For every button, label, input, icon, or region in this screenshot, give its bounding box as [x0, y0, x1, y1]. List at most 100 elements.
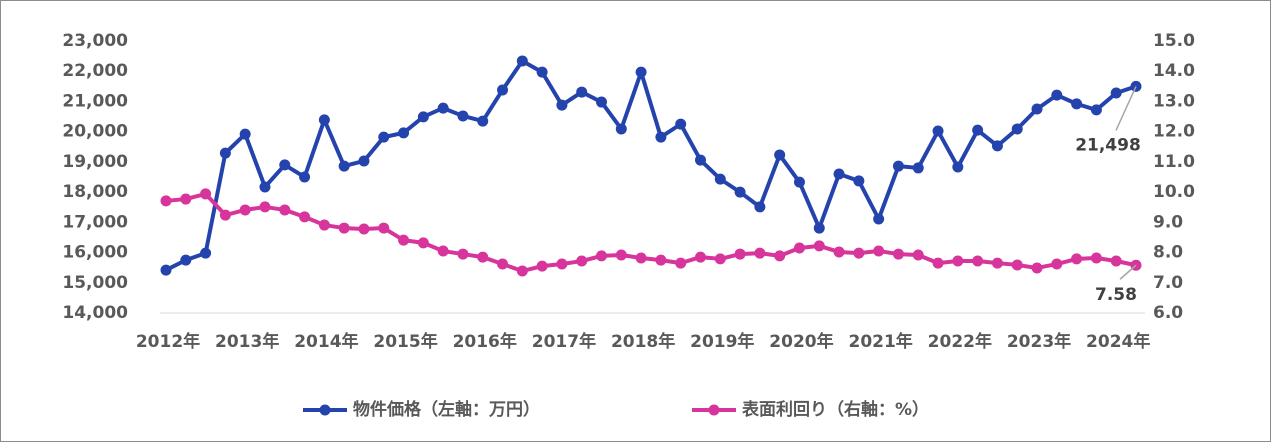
x-tick-label: 2017年	[532, 331, 596, 352]
data-point	[259, 181, 271, 193]
data-point	[1031, 103, 1043, 115]
data-point	[180, 254, 192, 266]
data-point	[952, 161, 964, 173]
data-point	[853, 175, 865, 187]
x-tick-label: 2015年	[373, 331, 437, 352]
data-point	[833, 168, 845, 180]
data-point	[714, 173, 726, 185]
y-tick-label: 17,000	[62, 212, 128, 232]
data-point	[972, 255, 984, 267]
data-point	[398, 127, 410, 139]
data-point	[358, 155, 370, 167]
data-point	[338, 222, 350, 234]
data-point	[516, 265, 528, 277]
data-point	[655, 254, 667, 266]
y2-tick-label: 10.0	[1153, 182, 1195, 202]
y2-tick-label: 6.0	[1153, 303, 1183, 323]
data-point	[675, 257, 687, 269]
data-point	[873, 245, 885, 257]
x-tick-label: 2018年	[611, 331, 675, 352]
data-point	[160, 195, 172, 207]
y2-tick-label: 14.0	[1153, 61, 1195, 81]
data-point	[714, 253, 726, 265]
data-point	[536, 260, 548, 272]
x-tick-label: 2013年	[215, 331, 279, 352]
data-label: 7.58	[1095, 285, 1137, 305]
data-point	[833, 246, 845, 258]
data-point	[437, 102, 449, 114]
data-point	[694, 251, 706, 263]
data-point	[1051, 258, 1063, 270]
x-tick-label: 2020年	[769, 331, 833, 352]
y2-tick-label: 7.0	[1153, 273, 1183, 293]
data-point	[596, 250, 608, 262]
data-point	[299, 171, 311, 183]
data-point	[991, 257, 1003, 269]
data-point	[972, 124, 984, 136]
data-point	[655, 131, 667, 143]
data-point	[497, 258, 509, 270]
y-tick-label: 19,000	[62, 152, 128, 172]
data-point	[1011, 123, 1023, 135]
data-point	[219, 147, 231, 159]
y-tick-label: 14,000	[62, 303, 128, 323]
data-point	[892, 248, 904, 260]
data-point	[1051, 89, 1063, 101]
y2-tick-label: 12.0	[1153, 122, 1195, 142]
y-tick-label: 18,000	[62, 182, 128, 202]
data-point	[754, 247, 766, 259]
data-point	[1071, 253, 1083, 265]
y2-tick-label: 13.0	[1153, 91, 1195, 111]
data-point	[378, 131, 390, 143]
data-point	[734, 186, 746, 198]
x-tick-label: 2023年	[1007, 331, 1071, 352]
data-point	[734, 248, 746, 260]
data-point	[1031, 262, 1043, 274]
data-point	[1110, 255, 1122, 267]
x-tick-label: 2021年	[848, 331, 912, 352]
data-point	[754, 201, 766, 213]
data-point	[615, 123, 627, 135]
data-point	[813, 222, 825, 234]
data-point	[615, 249, 627, 261]
data-point	[912, 249, 924, 261]
data-point	[912, 162, 924, 174]
y-tick-label: 15,000	[62, 273, 128, 293]
data-point	[398, 234, 410, 246]
data-point	[813, 240, 825, 252]
x-tick-label: 2019年	[690, 331, 754, 352]
data-point	[299, 211, 311, 223]
x-tick-label: 2016年	[453, 331, 517, 352]
leader-line	[1115, 86, 1137, 131]
data-label: 21,498	[1075, 135, 1141, 155]
data-point	[556, 258, 568, 270]
data-point	[1071, 98, 1083, 110]
y-tick-label: 20,000	[62, 122, 128, 142]
data-point	[417, 237, 429, 249]
data-point	[774, 250, 786, 262]
data-point	[437, 245, 449, 257]
data-point	[952, 255, 964, 267]
y2-tick-label: 8.0	[1153, 243, 1183, 263]
data-point	[576, 255, 588, 267]
data-point	[1110, 87, 1122, 99]
x-tick-label: 2022年	[928, 331, 992, 352]
data-point	[991, 140, 1003, 152]
data-point	[417, 111, 429, 123]
data-point	[180, 193, 192, 205]
data-point	[219, 209, 231, 221]
y-tick-label: 21,000	[62, 91, 128, 111]
data-point	[576, 86, 588, 98]
series-line	[165, 58, 1137, 272]
data-point	[477, 115, 489, 127]
data-point	[516, 55, 528, 67]
legend-label: 物件価格（左軸：万円）	[353, 399, 540, 420]
data-point	[635, 252, 647, 264]
x-tick-label: 2012年	[136, 331, 200, 352]
data-point	[596, 96, 608, 108]
y2-tick-label: 9.0	[1153, 212, 1183, 232]
legend-marker	[319, 404, 331, 416]
x-tick-label: 2024年	[1086, 331, 1150, 352]
